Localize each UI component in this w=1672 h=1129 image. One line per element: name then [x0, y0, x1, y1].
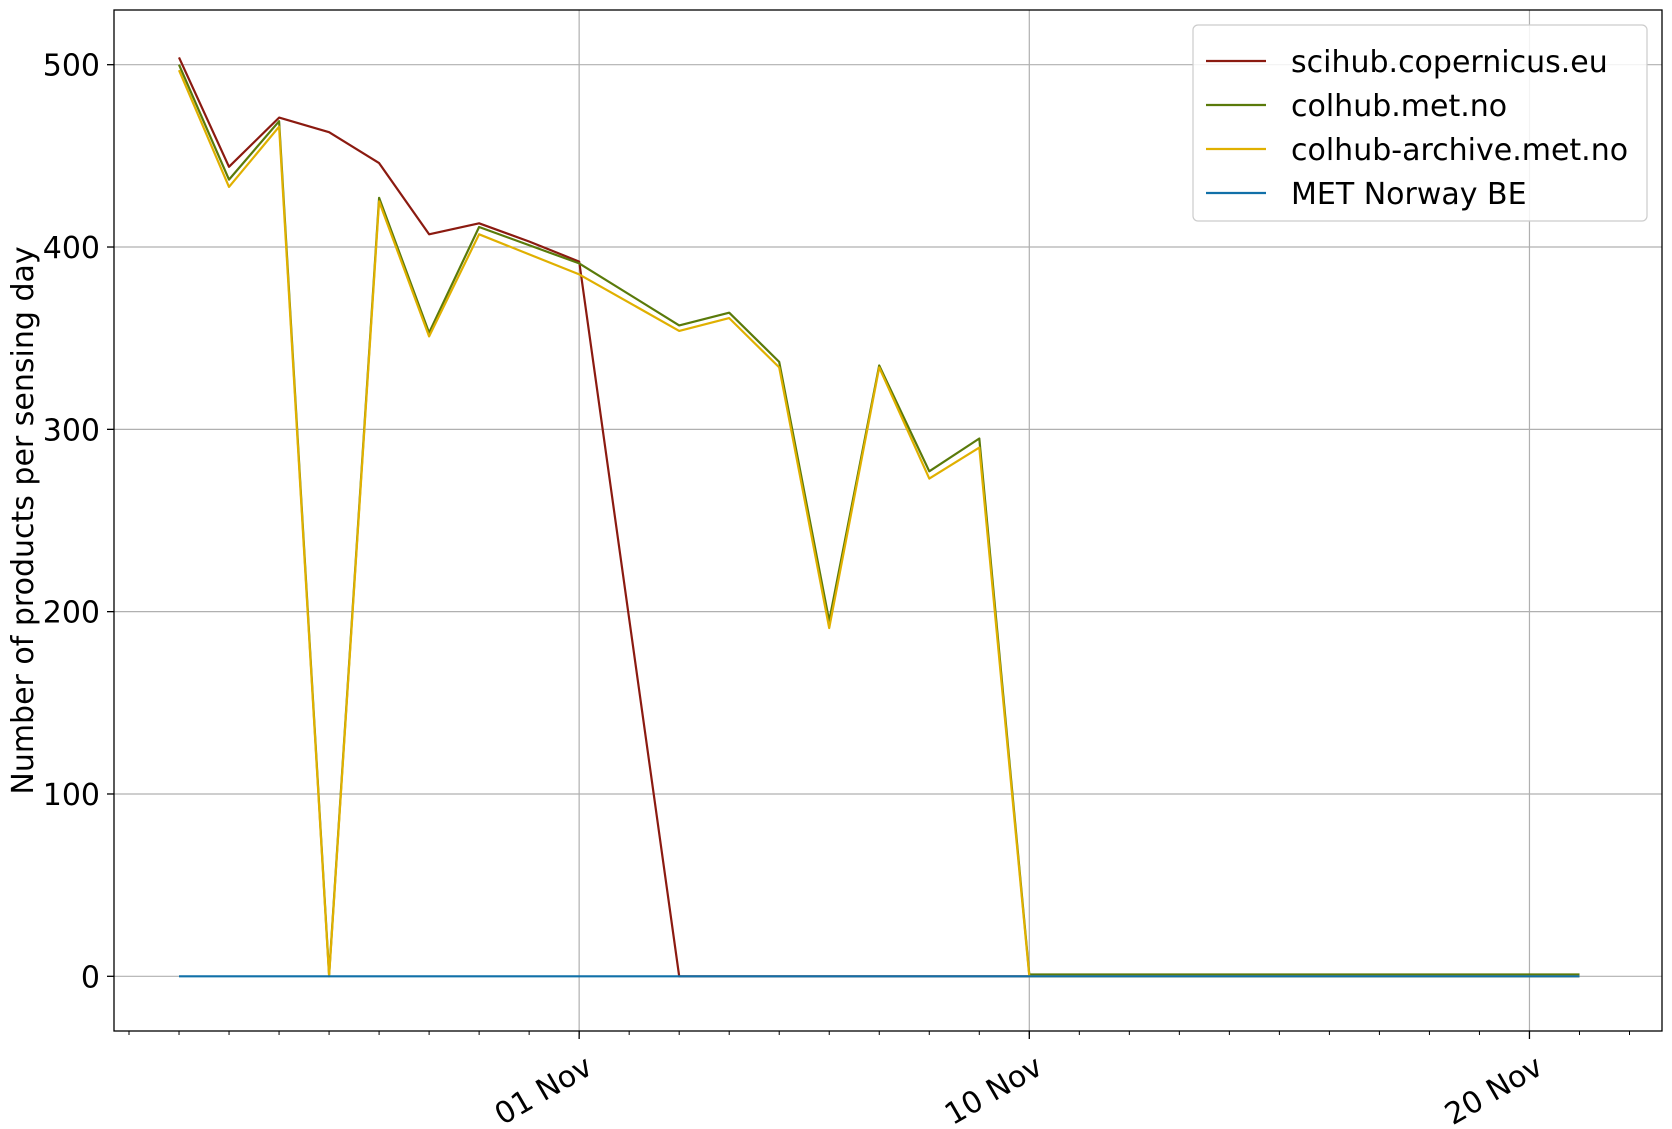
x-tick-label: 10 Nov — [939, 1049, 1049, 1129]
y-tick-label: 100 — [43, 778, 100, 813]
y-axis-label: Number of products per sensing day — [6, 246, 41, 794]
legend-label: MET Norway BE — [1291, 177, 1527, 212]
legend-box — [1192, 24, 1648, 222]
x-axis-ticks: 01 Nov 10 Nov 20 Nov — [128, 1031, 1630, 1129]
y-tick-label: 500 — [43, 49, 100, 84]
plot-area-frame — [113, 9, 1663, 1032]
y-tick-label: 0 — [81, 960, 100, 995]
y-axis-ticks: 0 100 200 300 400 500 — [43, 49, 114, 995]
y-tick-label: 200 — [43, 596, 100, 631]
series-line — [177, 56, 1580, 978]
legend-label: scihub.copernicus.eu — [1291, 45, 1608, 80]
grid-lines — [114, 10, 1662, 1031]
legend-label: colhub.met.no — [1291, 89, 1507, 124]
y-tick-label: 400 — [43, 231, 100, 266]
y-tick-label: 300 — [43, 413, 100, 448]
series-lines — [177, 56, 1580, 978]
x-tick-label: 01 Nov — [489, 1049, 599, 1129]
legend: scihub.copernicus.eu colhub.met.no colhub-… — [1192, 24, 1648, 222]
legend-label: colhub-archive.met.no — [1291, 133, 1628, 168]
x-tick-label: 20 Nov — [1439, 1049, 1549, 1129]
series-line — [177, 69, 1580, 978]
